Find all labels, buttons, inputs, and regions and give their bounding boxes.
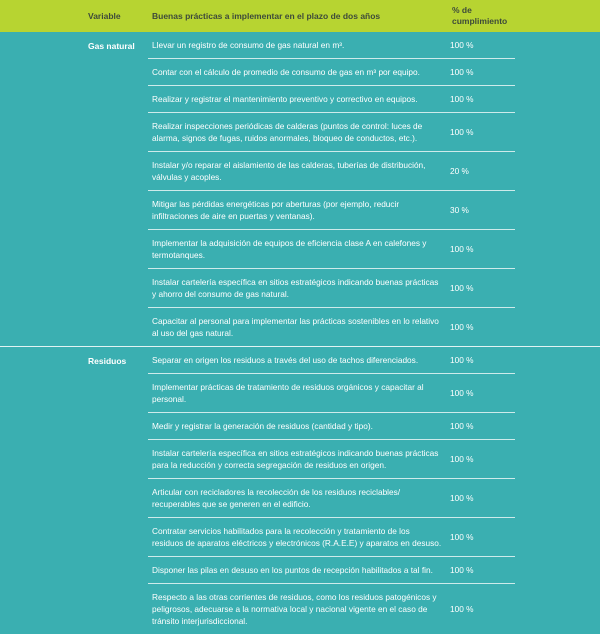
practice-text: Instalar cartelería específica en sitios… <box>152 277 439 299</box>
table-body: Gas natural Llevar un registro de consumo… <box>0 32 600 634</box>
variable-label: Gas natural <box>88 41 135 51</box>
compliance-percent: 100 % <box>450 40 474 50</box>
practice-row: Instalar cartelería específica en sitios… <box>148 269 515 308</box>
table-section: Residuos Separar en origen los residuos a… <box>0 347 600 634</box>
practice-text: Instalar y/o reparar el aislamiento de l… <box>152 160 426 182</box>
practice-row: Instalar y/o reparar el aislamiento de l… <box>148 152 515 191</box>
practice-text: Separar en origen los residuos a través … <box>152 355 419 365</box>
practice-text: Respecto a las otras corrientes de resid… <box>152 592 437 626</box>
header-percent: % de cumplimiento <box>452 5 508 26</box>
practice-text: Implementar prácticas de tratamiento de … <box>152 382 424 404</box>
practice-row: Realizar y registrar el mantenimiento pr… <box>148 86 515 113</box>
compliance-percent: 100 % <box>450 388 474 398</box>
compliance-percent: 100 % <box>450 604 474 614</box>
compliance-percent: 100 % <box>450 421 474 431</box>
practice-text: Llevar un registro de consumo de gas nat… <box>152 40 345 50</box>
practice-text: Contar con el cálculo de promedio de con… <box>152 67 420 77</box>
practice-text: Instalar cartelería específica en sitios… <box>152 448 439 470</box>
practice-row: Implementar la adquisición de equipos de… <box>148 230 515 269</box>
practice-text: Mitigar las pérdidas energéticas por abe… <box>152 199 400 221</box>
practice-row: Contratar servicios habilitados para la … <box>148 518 515 557</box>
practice-row: Separar en origen los residuos a través … <box>148 347 515 374</box>
compliance-percent: 30 % <box>450 205 469 215</box>
practice-row: Realizar inspecciones periódicas de cald… <box>148 113 515 152</box>
practice-text: Realizar inspecciones periódicas de cald… <box>152 121 423 143</box>
table-section: Gas natural Llevar un registro de consumo… <box>0 32 600 347</box>
header-variable: Variable <box>88 11 121 21</box>
compliance-percent: 100 % <box>450 127 474 137</box>
practice-row: Instalar cartelería específica en sitios… <box>148 440 515 479</box>
compliance-percent: 100 % <box>450 454 474 464</box>
compliance-percent: 100 % <box>450 67 474 77</box>
compliance-percent: 100 % <box>450 493 474 503</box>
practice-list: Llevar un registro de consumo de gas nat… <box>148 32 515 346</box>
practice-row: Implementar prácticas de tratamiento de … <box>148 374 515 413</box>
practice-text: Articular con recicladores la recolecció… <box>152 487 401 509</box>
practice-row: Llevar un registro de consumo de gas nat… <box>148 32 515 59</box>
compliance-percent: 20 % <box>450 166 469 176</box>
practice-row: Articular con recicladores la recolecció… <box>148 479 515 518</box>
compliance-percent: 100 % <box>450 244 474 254</box>
practice-text: Disponer las pilas en desuso en los punt… <box>152 565 433 575</box>
practice-row: Medir y registrar la generación de resid… <box>148 413 515 440</box>
practice-text: Medir y registrar la generación de resid… <box>152 421 373 431</box>
compliance-percent: 100 % <box>450 565 474 575</box>
compliance-percent: 100 % <box>450 322 474 332</box>
practice-row: Capacitar al personal para implementar l… <box>148 308 515 346</box>
practice-text: Implementar la adquisición de equipos de… <box>152 238 427 260</box>
compliance-percent: 100 % <box>450 532 474 542</box>
practice-row: Contar con el cálculo de promedio de con… <box>148 59 515 86</box>
practice-row: Respecto a las otras corrientes de resid… <box>148 584 515 634</box>
compliance-percent: 100 % <box>450 94 474 104</box>
compliance-percent: 100 % <box>450 355 474 365</box>
table-header: Variable Buenas prácticas a implementar … <box>0 0 600 32</box>
header-practices: Buenas prácticas a implementar en el pla… <box>152 11 381 21</box>
practice-text: Realizar y registrar el mantenimiento pr… <box>152 94 418 104</box>
practice-row: Disponer las pilas en desuso en los punt… <box>148 557 515 584</box>
practice-text: Contratar servicios habilitados para la … <box>152 526 442 548</box>
practice-text: Capacitar al personal para implementar l… <box>152 316 439 338</box>
practice-list: Separar en origen los residuos a través … <box>148 347 515 634</box>
compliance-percent: 100 % <box>450 283 474 293</box>
variable-label: Residuos <box>88 356 127 366</box>
practice-row: Mitigar las pérdidas energéticas por abe… <box>148 191 515 230</box>
